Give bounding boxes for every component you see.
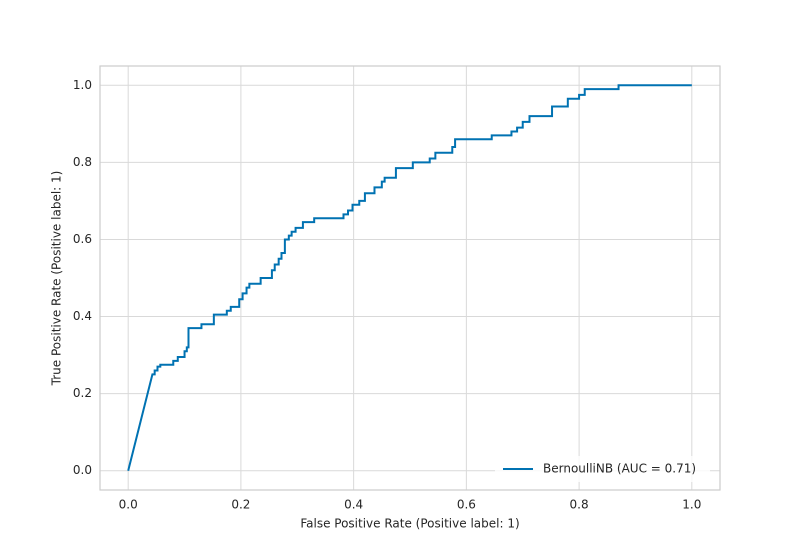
y-tick-label: 0.8 [73, 155, 92, 169]
x-tick-label: 0.2 [231, 498, 250, 512]
legend-label: BernoulliNB (AUC = 0.71) [543, 462, 696, 476]
x-tick-label: 1.0 [682, 498, 701, 512]
x-tick-label: 0.8 [570, 498, 589, 512]
x-axis-label: False Positive Rate (Positive label: 1) [300, 517, 519, 531]
x-tick-label: 0.4 [344, 498, 363, 512]
x-tick-label: 0.6 [457, 498, 476, 512]
roc-curve [127, 84, 692, 471]
y-tick-label: 0.4 [73, 309, 92, 323]
y-axis-label: True Positive Rate (Positive label: 1) [50, 171, 64, 387]
y-tick-label: 0.0 [73, 463, 92, 477]
x-tick-label: 0.0 [119, 498, 138, 512]
y-tick-label: 0.6 [73, 232, 92, 246]
y-tick-label: 0.2 [73, 386, 92, 400]
axes-frame [99, 65, 721, 491]
y-tick-label: 1.0 [73, 78, 92, 92]
